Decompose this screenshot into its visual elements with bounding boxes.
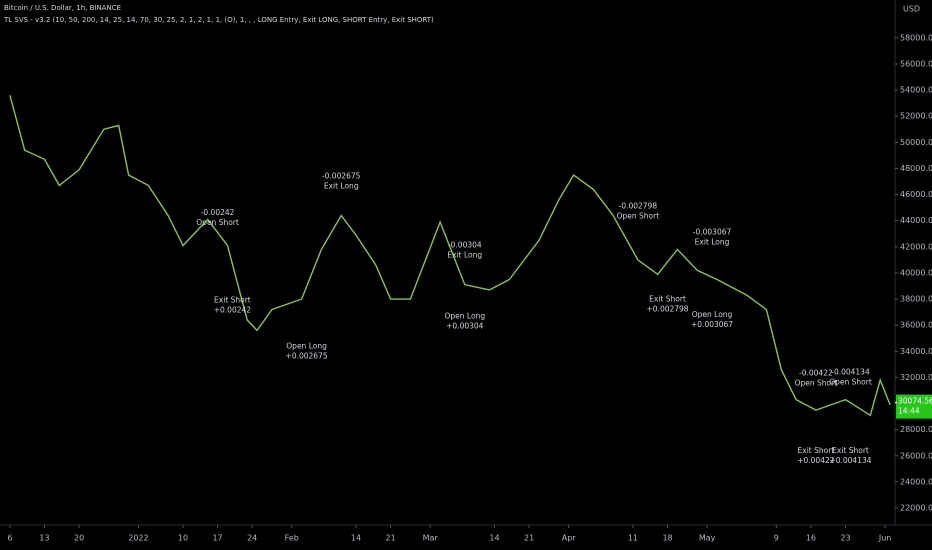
y-tick-label: 22000.00 (900, 504, 932, 513)
trade-annotation: +0.00422 (797, 456, 835, 465)
x-tick-label: 16 (806, 534, 816, 543)
x-tick-label: 14 (489, 534, 499, 543)
trade-annotation: Exit Short (832, 446, 869, 455)
trade-annotation: Exit Long (695, 238, 730, 247)
y-tick-label: 48000.00 (900, 164, 932, 173)
y-tick-label: 40000.00 (900, 268, 932, 277)
x-tick-label: 14 (351, 534, 361, 543)
y-tick-label: 52000.00 (900, 112, 932, 121)
chart-title: Bitcoin / U.S. Dollar, 1h, BINANCE (4, 4, 121, 12)
x-tick-label: 20 (74, 534, 84, 543)
y-tick-label: 42000.00 (900, 242, 932, 251)
trade-annotation: Open Long (286, 341, 327, 350)
x-tick-label: 10 (178, 534, 188, 543)
y-tick-label: 28000.00 (900, 425, 932, 434)
x-tick-label: Apr (562, 534, 577, 543)
trade-annotation: +0.00242 (214, 306, 252, 315)
x-tick-label: 18 (662, 534, 672, 543)
trade-annotation: Open Short (829, 377, 872, 386)
trade-annotation: -0.00242 (201, 208, 235, 217)
trade-annotation: -0.00422 (799, 369, 833, 378)
y-tick-label: 44000.00 (900, 216, 932, 225)
y-tick-label: 50000.00 (900, 138, 932, 147)
x-tick-label: 11 (628, 534, 638, 543)
trade-annotation: Open Short (617, 212, 660, 221)
y-tick-label: 56000.00 (900, 59, 932, 68)
indicator-label: TL SVS - v3.2 (10, 50, 200, 14, 25, 14, … (3, 16, 434, 24)
last-price-label: 30074.56 (898, 397, 932, 406)
y-tick-label: 24000.00 (900, 477, 932, 486)
trade-annotation: Exit Short (798, 446, 835, 455)
x-tick-label: Jun (878, 534, 892, 543)
x-tick-label: May (699, 534, 716, 543)
last-price-box (896, 394, 932, 419)
y-tick-label: 32000.00 (900, 373, 932, 382)
trade-annotation: +0.002798 (647, 304, 689, 313)
currency-label: USD (903, 5, 920, 14)
y-tick-label: 54000.00 (900, 86, 932, 95)
countdown-label: 14:44 (898, 407, 920, 416)
trade-annotation: +0.004134 (829, 456, 871, 465)
trade-annotation: Open Long (445, 311, 486, 320)
y-tick-label: 36000.00 (900, 321, 932, 330)
x-tick-label: 24 (247, 534, 257, 543)
x-tick-label: 13 (39, 534, 49, 543)
trade-annotation: Open Long (692, 310, 733, 319)
trade-annotation: Exit Short (649, 294, 686, 303)
trade-annotation: Open Short (196, 218, 239, 227)
trade-annotation: +0.003067 (691, 320, 733, 329)
trade-annotation: -0.003067 (693, 228, 732, 237)
y-tick-label: 58000.00 (900, 33, 932, 42)
y-tick-label: 26000.00 (900, 451, 932, 460)
y-tick-label: 38000.00 (900, 295, 932, 304)
x-tick-label: 23 (840, 534, 850, 543)
trade-annotation: -0.002675 (322, 172, 361, 181)
trade-annotation: -0.004134 (831, 367, 870, 376)
x-tick-label: 9 (774, 534, 779, 543)
x-tick-label: Feb (285, 534, 299, 543)
trade-annotation: -0.002798 (619, 202, 658, 211)
y-tick-label: 46000.00 (900, 190, 932, 199)
x-tick-label: 21 (386, 534, 396, 543)
y-tick-label: 34000.00 (900, 347, 932, 356)
trade-annotation: +0.002675 (286, 351, 328, 360)
trade-annotation: -0.00304 (448, 241, 482, 250)
trade-annotation: +0.00304 (446, 321, 484, 330)
trade-annotation: Exit Short (214, 296, 251, 305)
trade-annotation: Exit Long (447, 251, 482, 260)
trade-annotation: Exit Long (324, 182, 359, 191)
price-line (9, 95, 891, 417)
trade-annotation: Open Short (795, 379, 838, 388)
x-tick-label: Mar (423, 534, 439, 543)
x-tick-label: 17 (212, 534, 222, 543)
x-tick-label: 21 (524, 534, 534, 543)
x-tick-label: 6 (7, 534, 12, 543)
x-tick-label: 2022 (128, 534, 148, 543)
